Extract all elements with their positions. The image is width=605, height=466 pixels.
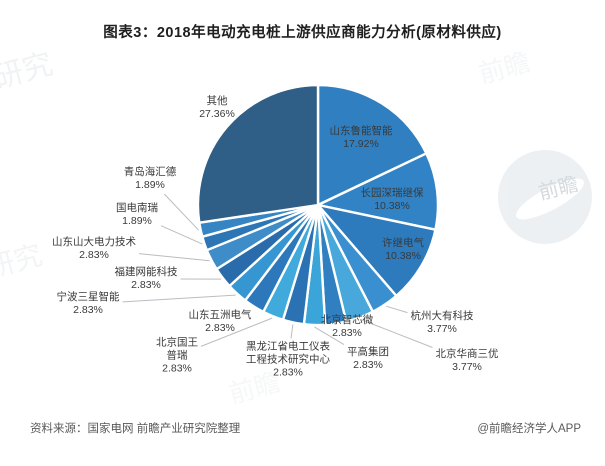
pie-leader-line: [314, 326, 345, 346]
pie-leader-line: [163, 193, 199, 231]
pie-slice-1: [316, 83, 428, 207]
source-note: 资料来源：国家电网 前瞻产业研究院整理: [30, 423, 241, 435]
chart-title: 图表3：2018年电动充电桩上游供应商能力分析(原材料供应): [103, 25, 502, 41]
footer: 资料来源：国家电网 前瞻产业研究院整理 @前瞻经济学人APP: [0, 420, 605, 440]
pie-leader-line: [200, 317, 273, 347]
pie-leader-line: [386, 305, 408, 314]
credit-note: @前瞻经济学人APP: [477, 423, 581, 435]
pie-leader-line: [160, 225, 203, 245]
pie-leader-line: [360, 318, 433, 348]
pie-leader-line: [122, 294, 236, 303]
pie-slice-3: [316, 203, 437, 298]
pie-leader-line: [138, 253, 210, 262]
pie-leader-line: [290, 324, 294, 339]
pie-slice-16: [196, 83, 320, 224]
